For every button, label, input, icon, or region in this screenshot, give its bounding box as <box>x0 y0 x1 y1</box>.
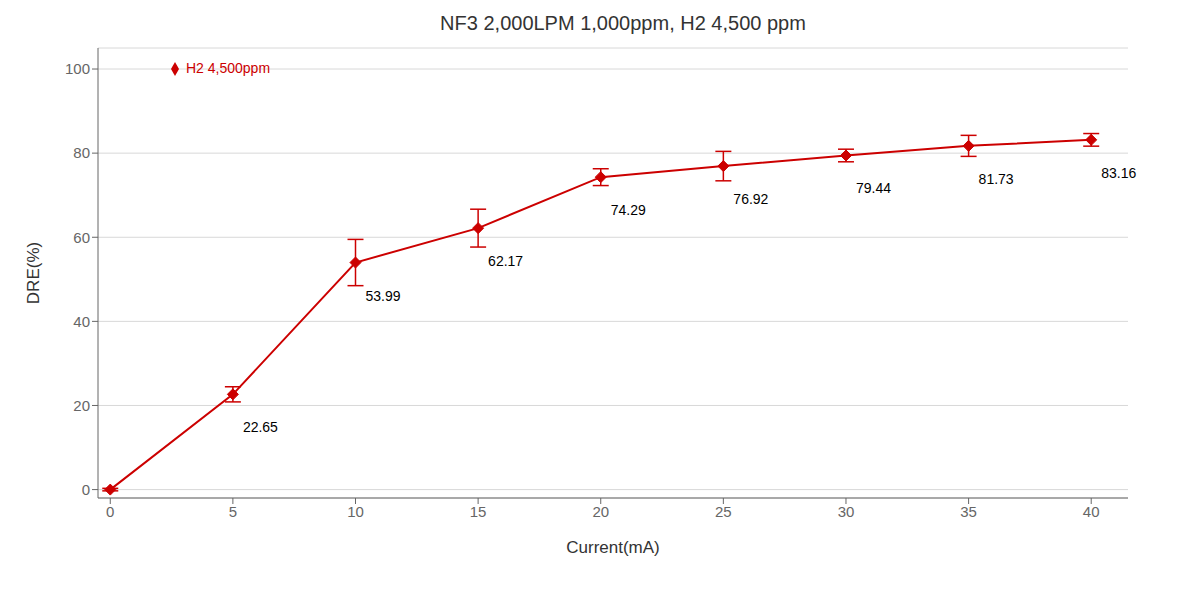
html-text:H2 4,500ppm: H2 4,500ppm <box>186 60 271 76</box>
svg-text:22.65: 22.65 <box>243 419 278 435</box>
svg-text:15: 15 <box>470 503 487 520</box>
svg-text:35: 35 <box>960 503 977 520</box>
svg-text:53.99: 53.99 <box>366 288 401 304</box>
svg-text:0: 0 <box>106 503 114 520</box>
svg-text:10: 10 <box>347 503 364 520</box>
svg-text:62.17: 62.17 <box>488 253 523 269</box>
svg-text:83.16: 83.16 <box>1101 165 1136 181</box>
svg-text:74.29: 74.29 <box>611 202 646 218</box>
svg-text:20: 20 <box>73 397 90 414</box>
svg-text:DRE(%): DRE(%) <box>24 242 43 304</box>
svg-text:60: 60 <box>73 229 90 246</box>
svg-text:80: 80 <box>73 144 90 161</box>
svg-text:40: 40 <box>73 313 90 330</box>
svg-text:30: 30 <box>838 503 855 520</box>
svg-text:79.44: 79.44 <box>856 180 891 196</box>
html-text:NF3 2,000LPM 1,000ppm, H2 4,50: NF3 2,000LPM 1,000ppm, H2 4,500 ppm <box>440 12 806 34</box>
svg-text:40: 40 <box>1083 503 1100 520</box>
svg-text:0: 0 <box>82 481 90 498</box>
svg-text:5: 5 <box>229 503 237 520</box>
svg-text:25: 25 <box>715 503 732 520</box>
svg-text:20: 20 <box>592 503 609 520</box>
svg-text:76.92: 76.92 <box>733 191 768 207</box>
svg-text:Current(mA): Current(mA) <box>566 538 660 557</box>
svg-text:81.73: 81.73 <box>979 171 1014 187</box>
svg-text:100: 100 <box>65 60 90 77</box>
